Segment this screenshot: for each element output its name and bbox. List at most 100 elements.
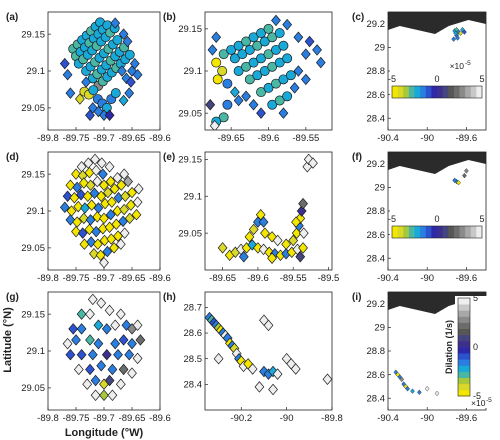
data-point-diamond <box>315 56 326 69</box>
data-point-diamond <box>118 363 129 376</box>
data-point-circle <box>217 66 228 76</box>
colorbar-swatch <box>392 226 399 238</box>
data-point-circle <box>222 78 233 89</box>
colorbar-swatch <box>431 86 438 98</box>
data-point-diamond <box>132 196 143 208</box>
data-point-circle <box>271 44 281 55</box>
data-point-diamond <box>119 227 130 239</box>
y-tick-label: 28.4 <box>367 393 386 404</box>
panel-a: -89.8 -89.75 -89.7 -89.65 -89.6 29.05 29.1 29.1… <box>6 11 171 144</box>
colorbar-swatch <box>397 226 404 238</box>
colorbar-label: Dilation (1/s) <box>444 320 454 374</box>
data-point-diamond <box>105 175 116 188</box>
panel-i: -90.4 -90 -89.6 28.4 28.6 28.8 29 29.2 (i) -5 0 5 Di… <box>352 291 497 424</box>
colorbar-swatch <box>458 322 470 330</box>
data-point-diamond <box>127 186 137 199</box>
colorbar-tick-label: -5 <box>388 74 396 84</box>
data-point-circle <box>212 74 223 85</box>
colorbar-frame <box>391 85 483 99</box>
colorbar-swatch <box>420 226 427 238</box>
data-point-diamond <box>89 248 99 260</box>
y-tick-label: 29.15 <box>21 169 45 180</box>
data-point-diamond <box>248 98 259 111</box>
y-tick-label: 29.2 <box>367 299 386 310</box>
data-point-diamond <box>59 201 70 214</box>
data-point-diamond <box>99 212 109 225</box>
data-point-diamond <box>65 348 76 361</box>
y-tick-label: 28.6 <box>184 328 203 339</box>
colorbar-swatch <box>448 86 455 98</box>
data-point-diamond <box>87 293 98 306</box>
data-point-diamond <box>104 109 115 121</box>
colorbar-swatch <box>465 86 472 98</box>
data-point-circle <box>241 61 252 72</box>
data-point-circle <box>211 57 222 68</box>
data-point-diamond <box>96 297 107 309</box>
colorbar-swatch <box>458 377 470 385</box>
data-point-diamond <box>104 374 115 387</box>
data-point-diamond <box>248 223 259 236</box>
panel-g: -89.8 -89.75 -89.7 -89.65 -89.6 29.05 29.1 29.1… <box>6 291 171 424</box>
colorbar-swatch <box>459 226 466 238</box>
colorbar-swatch <box>458 304 470 311</box>
data-point-circle <box>248 32 259 43</box>
colorbar-tick-label: -5 <box>388 214 396 224</box>
data-point-diamond <box>99 389 109 401</box>
data-point-diamond <box>85 308 95 320</box>
colorbar-swatch <box>470 226 477 238</box>
panel-c: -90.4 -90 -89.6 28.4 28.6 28.8 29 29.2(c) -5 0 5 ×1… <box>352 11 487 144</box>
data-point-diamond <box>290 363 301 375</box>
data-point-diamond <box>451 36 456 42</box>
data-point-diamond <box>304 35 315 48</box>
data-point-diamond <box>119 203 130 216</box>
data-point-diamond <box>65 87 76 99</box>
colorbar-exponent: ×10 <box>471 398 486 408</box>
data-point-diamond <box>103 186 113 199</box>
data-point-diamond <box>126 76 136 88</box>
colorbar-swatch <box>458 328 470 336</box>
plot-content <box>59 153 144 269</box>
panel-e: -89.65 -89.6 -89.55 -89.5 29.05 29.1 29.15(e) <box>163 151 339 284</box>
data-point-diamond <box>122 35 133 48</box>
data-point-diamond <box>281 238 292 250</box>
data-point-diamond <box>93 319 104 331</box>
plot-content <box>217 153 318 264</box>
y-tick-label: 29.1 <box>27 206 46 217</box>
y-tick-label: 28.4 <box>367 253 386 264</box>
data-point-diamond <box>132 352 143 365</box>
x-tick-label: -90 <box>420 133 434 144</box>
data-point-diamond <box>84 223 95 236</box>
x-tick-label: -89.6 <box>247 273 269 284</box>
data-point-diamond <box>101 348 112 361</box>
plot-content <box>205 14 326 130</box>
colorbar-swatch <box>442 226 449 238</box>
data-point-diamond <box>456 179 461 186</box>
data-point-diamond <box>295 212 306 225</box>
data-point-diamond <box>124 348 135 361</box>
colorbar-swatch <box>458 365 470 372</box>
data-point-diamond <box>71 334 81 346</box>
data-point-circle <box>222 99 233 110</box>
data-point-diamond <box>132 319 143 331</box>
colorbar-swatch <box>458 316 470 323</box>
data-point-diamond <box>399 376 405 383</box>
data-point-diamond <box>110 319 121 331</box>
y-tick-label: 29 <box>374 183 385 194</box>
data-point-diamond <box>244 231 255 243</box>
data-point-diamond <box>81 76 91 88</box>
colorbar-tick-label: -5 <box>473 391 481 401</box>
data-point-circle <box>263 82 274 93</box>
data-point-diamond <box>258 243 269 256</box>
y-tick-label: 28.4 <box>184 380 203 391</box>
data-point-diamond <box>95 249 106 261</box>
data-point-circle <box>256 28 266 39</box>
data-point-diamond <box>293 31 304 44</box>
y-tick-label: 28.7 <box>184 303 203 314</box>
y-tick-label: 29.05 <box>178 228 202 239</box>
x-tick-label: -89.65 <box>209 273 236 284</box>
data-point-diamond <box>322 373 332 385</box>
data-point-diamond <box>295 250 306 263</box>
data-point-diamond <box>303 153 314 166</box>
y-tick-label: 29.1 <box>184 191 203 202</box>
